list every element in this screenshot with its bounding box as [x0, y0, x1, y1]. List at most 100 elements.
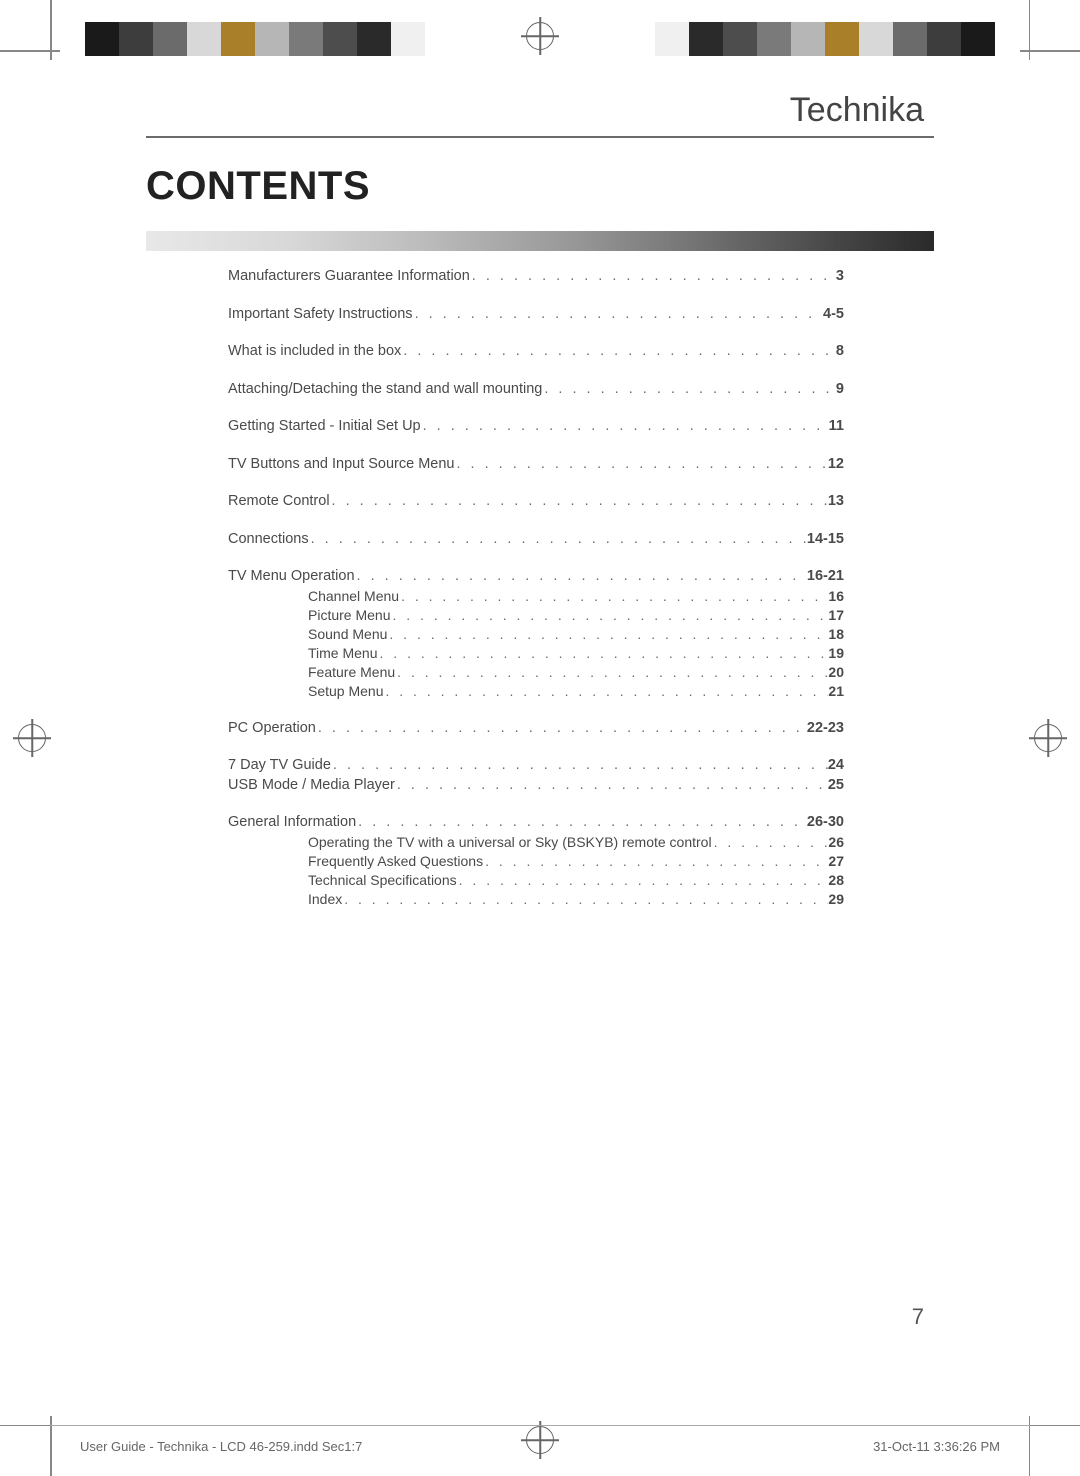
toc-label: Channel Menu [308, 589, 399, 603]
toc-entry: What is included in the box . . . . . . … [228, 343, 844, 359]
footer-timestamp: 31-Oct-11 3:36:26 PM [873, 1439, 1000, 1454]
toc-subentry: Setup Menu . . . . . . . . . . . . . . .… [308, 683, 844, 698]
color-swatch [391, 22, 425, 56]
toc-label: Feature Menu [308, 665, 395, 679]
toc-entry: General Information . . . . . . . . . . … [228, 814, 844, 830]
toc-entry: PC Operation . . . . . . . . . . . . . .… [228, 720, 844, 736]
table-of-contents: Manufacturers Guarantee Information . . … [228, 268, 844, 928]
toc-leader-dots: . . . . . . . . . . . . . . . . . . . . … [542, 382, 836, 397]
brand-logo: Technika [790, 91, 924, 130]
toc-leader-dots: . . . . . . . . . . . . . . . . . . . . … [378, 646, 829, 660]
toc-label: TV Buttons and Input Source Menu [228, 457, 455, 472]
toc-page-number: 4-5 [823, 307, 844, 322]
toc-page-number: 25 [828, 778, 844, 793]
toc-subentry: Time Menu . . . . . . . . . . . . . . . … [308, 645, 844, 660]
toc-page-number: 24 [828, 758, 844, 773]
toc-label: Manufacturers Guarantee Information [228, 269, 470, 284]
toc-page-number: 14-15 [807, 532, 844, 547]
toc-leader-dots: . . . . . . . . . . . . . . . . . . . . … [356, 815, 807, 830]
toc-subentry: Feature Menu . . . . . . . . . . . . . .… [308, 664, 844, 679]
color-swatch [119, 22, 153, 56]
toc-leader-dots: . . . . . . . . . . . . . . . . . . . . … [421, 419, 829, 434]
toc-leader-dots: . . . . . . . . . . . . . . . . . . . . … [390, 608, 828, 622]
color-swatch [221, 22, 255, 56]
toc-label: 7 Day TV Guide [228, 758, 331, 773]
toc-subentry: Technical Specifications . . . . . . . .… [308, 872, 844, 887]
toc-label: Attaching/Detaching the stand and wall m… [228, 382, 542, 397]
toc-label: Connections [228, 532, 309, 547]
toc-leader-dots: . . . . . . . . . . . . . . . . . . . . … [483, 854, 828, 868]
toc-label: Setup Menu [308, 684, 384, 698]
footer-rule [50, 1425, 1030, 1426]
color-swatch [289, 22, 323, 56]
toc-leader-dots: . . . . . . . . . . . . . . . . . . . . … [330, 494, 828, 509]
toc-entry: TV Buttons and Input Source Menu . . . .… [228, 456, 844, 472]
toc-entry: TV Menu Operation . . . . . . . . . . . … [228, 568, 844, 584]
crop-mark [1020, 50, 1080, 52]
toc-entry: Important Safety Instructions . . . . . … [228, 306, 844, 322]
crop-mark [0, 50, 60, 52]
toc-label: Important Safety Instructions [228, 307, 413, 322]
toc-subentry: Channel Menu . . . . . . . . . . . . . .… [308, 588, 844, 603]
color-swatch [791, 22, 825, 56]
color-swatch [859, 22, 893, 56]
toc-entry: Remote Control . . . . . . . . . . . . .… [228, 493, 844, 509]
toc-page-number: 17 [828, 608, 844, 622]
color-bar-left [85, 22, 425, 56]
toc-leader-dots: . . . . . . . . . . . . . . . . . . . . … [395, 665, 828, 679]
header-rule [146, 136, 934, 138]
toc-leader-dots: . . . . . . . . . . . . . . . . . . . . … [309, 532, 807, 547]
footer-file-path: User Guide - Technika - LCD 46-259.indd … [80, 1439, 362, 1454]
toc-label: Remote Control [228, 494, 330, 509]
toc-label: PC Operation [228, 721, 316, 736]
toc-entry: USB Mode / Media Player . . . . . . . . … [228, 777, 844, 793]
toc-label: Frequently Asked Questions [308, 854, 483, 868]
toc-label: USB Mode / Media Player [228, 778, 395, 793]
registration-mark-icon [18, 724, 46, 752]
toc-entry: 7 Day TV Guide . . . . . . . . . . . . .… [228, 757, 844, 773]
toc-subentry: Frequently Asked Questions . . . . . . .… [308, 853, 844, 868]
toc-leader-dots: . . . . . . . . . . . . . . . . . . . . … [455, 457, 828, 472]
color-swatch [85, 22, 119, 56]
toc-page-number: 26 [828, 835, 844, 849]
toc-leader-dots: . . . . . . . . . . . . . . . . . . . . … [401, 344, 836, 359]
toc-label: Getting Started - Initial Set Up [228, 419, 421, 434]
color-swatch [187, 22, 221, 56]
toc-label: Operating the TV with a universal or Sky… [308, 835, 712, 849]
color-swatch [961, 22, 995, 56]
color-swatch [255, 22, 289, 56]
toc-leader-dots: . . . . . . . . . . . . . . . . . . . . … [355, 569, 807, 584]
toc-leader-dots: . . . . . . . . . . . . . . . . . . . . … [342, 892, 828, 906]
toc-label: Index [308, 892, 342, 906]
toc-subentry: Operating the TV with a universal or Sky… [308, 834, 844, 849]
toc-entry: Getting Started - Initial Set Up . . . .… [228, 418, 844, 434]
toc-page-number: 18 [828, 627, 844, 641]
toc-entry: Connections . . . . . . . . . . . . . . … [228, 531, 844, 547]
registration-mark-icon [526, 22, 554, 50]
toc-label: Technical Specifications [308, 873, 457, 887]
color-swatch [689, 22, 723, 56]
toc-page-number: 16 [828, 589, 844, 603]
toc-label: Time Menu [308, 646, 378, 660]
registration-mark-icon [526, 1426, 554, 1454]
toc-leader-dots: . . . . . . . . . . . . . . . . . . . . … [457, 873, 829, 887]
color-swatch [357, 22, 391, 56]
toc-page-number: 13 [828, 494, 844, 509]
toc-page-number: 8 [836, 344, 844, 359]
toc-page-number: 16-21 [807, 569, 844, 584]
toc-label: TV Menu Operation [228, 569, 355, 584]
toc-label: Picture Menu [308, 608, 390, 622]
toc-subentry: Picture Menu . . . . . . . . . . . . . .… [308, 607, 844, 622]
page-number: 7 [912, 1304, 924, 1330]
toc-page-number: 19 [828, 646, 844, 660]
page-body: Technika CONTENTS Manufacturers Guarante… [75, 75, 1005, 1401]
toc-leader-dots: . . . . . . . . . . . . . . . . . . . . … [331, 758, 828, 773]
color-swatch [893, 22, 927, 56]
color-swatch [757, 22, 791, 56]
color-swatch [825, 22, 859, 56]
toc-label: Sound Menu [308, 627, 387, 641]
toc-leader-dots: . . . . . . . . . . . . . . . . . . . . … [413, 307, 823, 322]
toc-page-number: 11 [829, 419, 844, 434]
toc-page-number: 12 [828, 457, 844, 472]
toc-entry: Manufacturers Guarantee Information . . … [228, 268, 844, 284]
